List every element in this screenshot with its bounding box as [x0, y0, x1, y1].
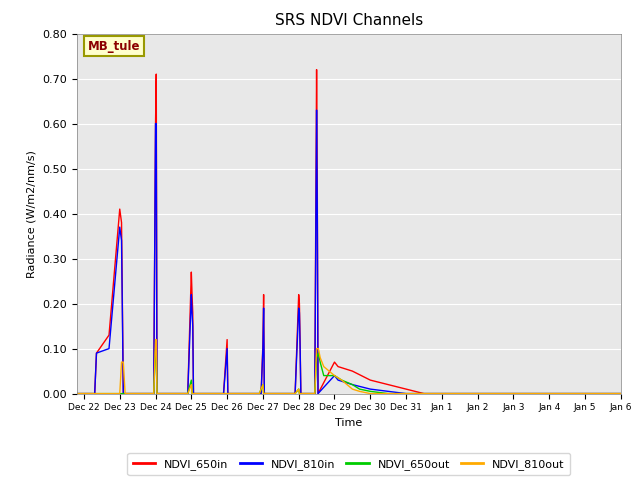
Legend: NDVI_650in, NDVI_810in, NDVI_650out, NDVI_810out: NDVI_650in, NDVI_810in, NDVI_650out, NDV… [127, 453, 570, 475]
Text: MB_tule: MB_tule [88, 40, 140, 53]
Title: SRS NDVI Channels: SRS NDVI Channels [275, 13, 423, 28]
Y-axis label: Radiance (W/m2/nm/s): Radiance (W/m2/nm/s) [27, 150, 36, 277]
X-axis label: Time: Time [335, 418, 362, 428]
